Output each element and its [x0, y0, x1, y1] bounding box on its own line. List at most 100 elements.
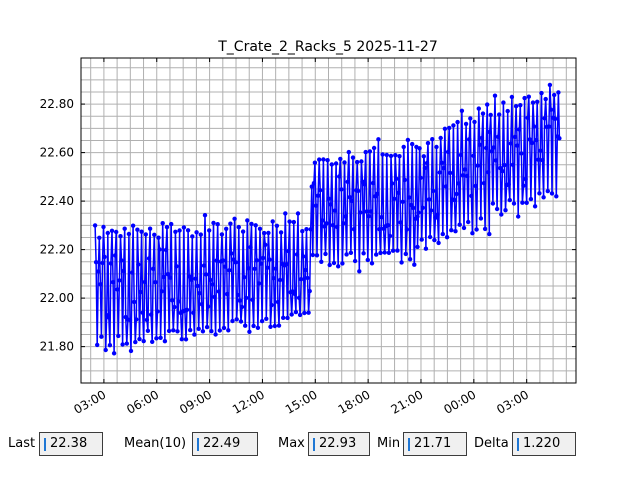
data-point [415, 244, 420, 250]
data-point [289, 312, 294, 317]
data-point [339, 187, 344, 192]
data-point [215, 222, 220, 227]
data-point [303, 267, 308, 273]
data-point [406, 195, 412, 200]
data-point [175, 329, 180, 334]
data-point [436, 240, 441, 246]
data-point [366, 214, 371, 219]
data-point [341, 221, 346, 226]
max-value-field[interactable]: 22.93 [308, 432, 370, 456]
y-tick-label: 22.60 [40, 146, 74, 160]
data-point [523, 176, 528, 182]
data-point [236, 224, 241, 230]
data-point [278, 230, 284, 235]
data-point [300, 229, 305, 234]
data-point [388, 153, 394, 159]
min-value-field[interactable]: 21.71 [403, 432, 467, 456]
data-point [384, 152, 389, 158]
data-point [537, 191, 542, 196]
data-point [163, 247, 169, 253]
data-point [427, 234, 433, 240]
data-point [343, 214, 348, 219]
data-point [266, 230, 271, 236]
data-point [233, 260, 238, 265]
data-point [232, 216, 237, 221]
y-tick-label: 21.80 [40, 340, 74, 354]
data-point [230, 318, 235, 324]
data-point [155, 309, 160, 314]
data-point [345, 179, 350, 184]
y-tick-label: 22.00 [40, 291, 74, 305]
data-point [419, 237, 424, 242]
data-point [188, 327, 193, 333]
data-point [271, 276, 276, 281]
data-point [140, 310, 145, 315]
data-point [171, 328, 176, 333]
data-point [404, 227, 410, 232]
data-point [472, 119, 477, 125]
data-point [374, 252, 379, 257]
data-point [476, 106, 481, 111]
data-point [274, 223, 280, 228]
delta-value-field[interactable]: 1.220 [512, 432, 576, 456]
data-point [189, 277, 194, 282]
data-point [283, 211, 288, 216]
data-point [228, 221, 233, 226]
data-point [190, 234, 195, 239]
data-point [117, 278, 122, 283]
data-point [161, 274, 166, 280]
data-point [449, 228, 454, 233]
data-point [441, 165, 447, 171]
data-point [520, 200, 525, 205]
data-point [400, 199, 405, 204]
data-point [169, 221, 174, 227]
data-point [403, 251, 408, 257]
data-point [539, 90, 544, 96]
data-point [324, 221, 329, 226]
data-point [103, 347, 108, 353]
data-point [440, 231, 445, 237]
data-point [538, 148, 543, 153]
data-point [227, 268, 232, 273]
data-point [473, 183, 478, 189]
data-point [241, 275, 247, 280]
data-point [211, 220, 216, 226]
data-point [355, 159, 360, 165]
data-point [312, 160, 318, 165]
data-point [390, 248, 396, 253]
data-point [154, 336, 159, 341]
data-point [276, 323, 282, 328]
data-point [543, 96, 548, 102]
data-point [503, 208, 508, 213]
data-point [422, 165, 428, 171]
last-value-field[interactable]: 22.38 [39, 432, 103, 456]
data-point [451, 123, 456, 128]
mean-value-field[interactable]: 22.49 [192, 432, 258, 456]
data-point [486, 170, 491, 175]
data-point [521, 183, 526, 188]
data-point [506, 182, 511, 187]
data-point [389, 181, 395, 186]
data-point [145, 328, 151, 333]
data-point [127, 317, 133, 323]
data-point [556, 90, 561, 95]
data-point [237, 298, 243, 303]
data-point [386, 250, 392, 255]
data-point [106, 315, 112, 320]
data-point [308, 227, 313, 232]
data-point [204, 324, 210, 330]
data-point [247, 329, 252, 334]
data-point [203, 272, 209, 277]
data-point [410, 141, 415, 147]
data-point [263, 242, 268, 247]
data-point [368, 209, 374, 214]
max-label: Max [278, 436, 305, 451]
data-point [162, 339, 168, 344]
data-point [225, 291, 230, 297]
temperature-chart: T_Crate_2_Racks_5 2025-11-27 21.8022.002… [40, 39, 577, 417]
data-point [135, 227, 140, 232]
data-point [532, 204, 538, 209]
data-point [477, 142, 482, 147]
data-point [445, 149, 451, 155]
data-point [434, 144, 439, 150]
